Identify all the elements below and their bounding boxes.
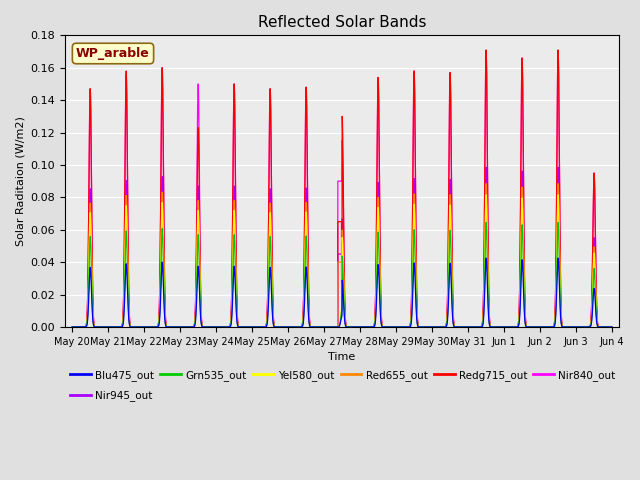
- Line: Nir840_out: Nir840_out: [72, 51, 612, 327]
- Yel580_out: [608, 324, 616, 330]
- Grn535_out: [130, 324, 138, 330]
- Redg715_out: [130, 324, 138, 330]
- Nir945_out: [162, 322, 170, 327]
- Red655_out: [321, 324, 328, 330]
- Red655_out: [275, 324, 283, 330]
- Nir945_out: [321, 324, 328, 330]
- Redg715_out: [321, 324, 328, 330]
- Nir840_out: [162, 320, 170, 325]
- Red655_out: [540, 324, 547, 330]
- Redg715_out: [608, 324, 616, 330]
- Yel580_out: [68, 324, 76, 330]
- Nir840_out: [608, 324, 616, 330]
- Grn535_out: [321, 324, 328, 330]
- Grn535_out: [483, 219, 490, 225]
- Red655_out: [68, 324, 76, 330]
- Grn535_out: [608, 324, 616, 330]
- Red655_out: [608, 324, 616, 330]
- Grn535_out: [299, 323, 307, 328]
- Blu475_out: [275, 324, 283, 330]
- Yel580_out: [321, 324, 328, 330]
- Yel580_out: [130, 324, 138, 330]
- Nir840_out: [130, 324, 138, 330]
- Yel580_out: [162, 322, 170, 328]
- Red655_out: [483, 181, 490, 187]
- Line: Blu475_out: Blu475_out: [72, 258, 612, 327]
- Grn535_out: [540, 324, 547, 330]
- Grn535_out: [275, 324, 283, 330]
- Red655_out: [162, 322, 170, 327]
- Redg715_out: [275, 324, 283, 330]
- Grn535_out: [598, 324, 605, 330]
- Line: Nir945_out: Nir945_out: [72, 167, 612, 327]
- Blu475_out: [130, 324, 138, 330]
- Yel580_out: [598, 324, 605, 330]
- Nir945_out: [608, 324, 616, 330]
- Nir840_out: [68, 324, 76, 330]
- Red655_out: [598, 324, 605, 330]
- Nir945_out: [299, 322, 307, 327]
- Redg715_out: [483, 47, 490, 53]
- Text: WP_arable: WP_arable: [76, 47, 150, 60]
- Redg715_out: [540, 324, 547, 330]
- Legend: Nir945_out: Nir945_out: [70, 391, 152, 401]
- Y-axis label: Solar Raditaion (W/m2): Solar Raditaion (W/m2): [15, 116, 25, 246]
- Nir840_out: [321, 324, 328, 330]
- Red655_out: [299, 322, 307, 328]
- Nir945_out: [540, 324, 547, 330]
- Nir945_out: [275, 324, 283, 330]
- Nir840_out: [275, 324, 283, 330]
- Title: Reflected Solar Bands: Reflected Solar Bands: [258, 15, 426, 30]
- Line: Grn535_out: Grn535_out: [72, 222, 612, 327]
- Blu475_out: [162, 323, 170, 329]
- Line: Red655_out: Red655_out: [72, 184, 612, 327]
- Grn535_out: [68, 324, 76, 330]
- Yel580_out: [540, 324, 547, 330]
- Blu475_out: [608, 324, 616, 330]
- Line: Redg715_out: Redg715_out: [72, 50, 612, 327]
- Blu475_out: [540, 324, 547, 330]
- Blu475_out: [299, 323, 307, 329]
- Nir840_out: [598, 324, 605, 330]
- Blu475_out: [483, 255, 490, 261]
- Redg715_out: [598, 324, 605, 330]
- Redg715_out: [299, 320, 307, 326]
- Blu475_out: [68, 324, 76, 330]
- Yel580_out: [483, 192, 490, 198]
- Nir840_out: [483, 48, 490, 54]
- Nir840_out: [540, 324, 547, 330]
- Nir945_out: [68, 324, 76, 330]
- X-axis label: Time: Time: [328, 352, 356, 362]
- Nir945_out: [130, 324, 138, 330]
- Nir840_out: [299, 320, 307, 326]
- Redg715_out: [162, 320, 170, 325]
- Nir945_out: [483, 164, 490, 170]
- Red655_out: [130, 324, 138, 330]
- Grn535_out: [162, 323, 170, 328]
- Blu475_out: [321, 324, 328, 330]
- Line: Yel580_out: Yel580_out: [72, 195, 612, 327]
- Nir945_out: [598, 324, 605, 330]
- Redg715_out: [68, 324, 76, 330]
- Blu475_out: [598, 324, 605, 330]
- Yel580_out: [275, 324, 283, 330]
- Yel580_out: [299, 322, 307, 328]
